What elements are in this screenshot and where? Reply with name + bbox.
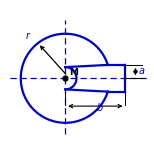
Text: r: r: [26, 31, 30, 41]
Text: M: M: [69, 68, 78, 77]
Text: a: a: [138, 66, 144, 76]
Text: b: b: [97, 103, 103, 113]
